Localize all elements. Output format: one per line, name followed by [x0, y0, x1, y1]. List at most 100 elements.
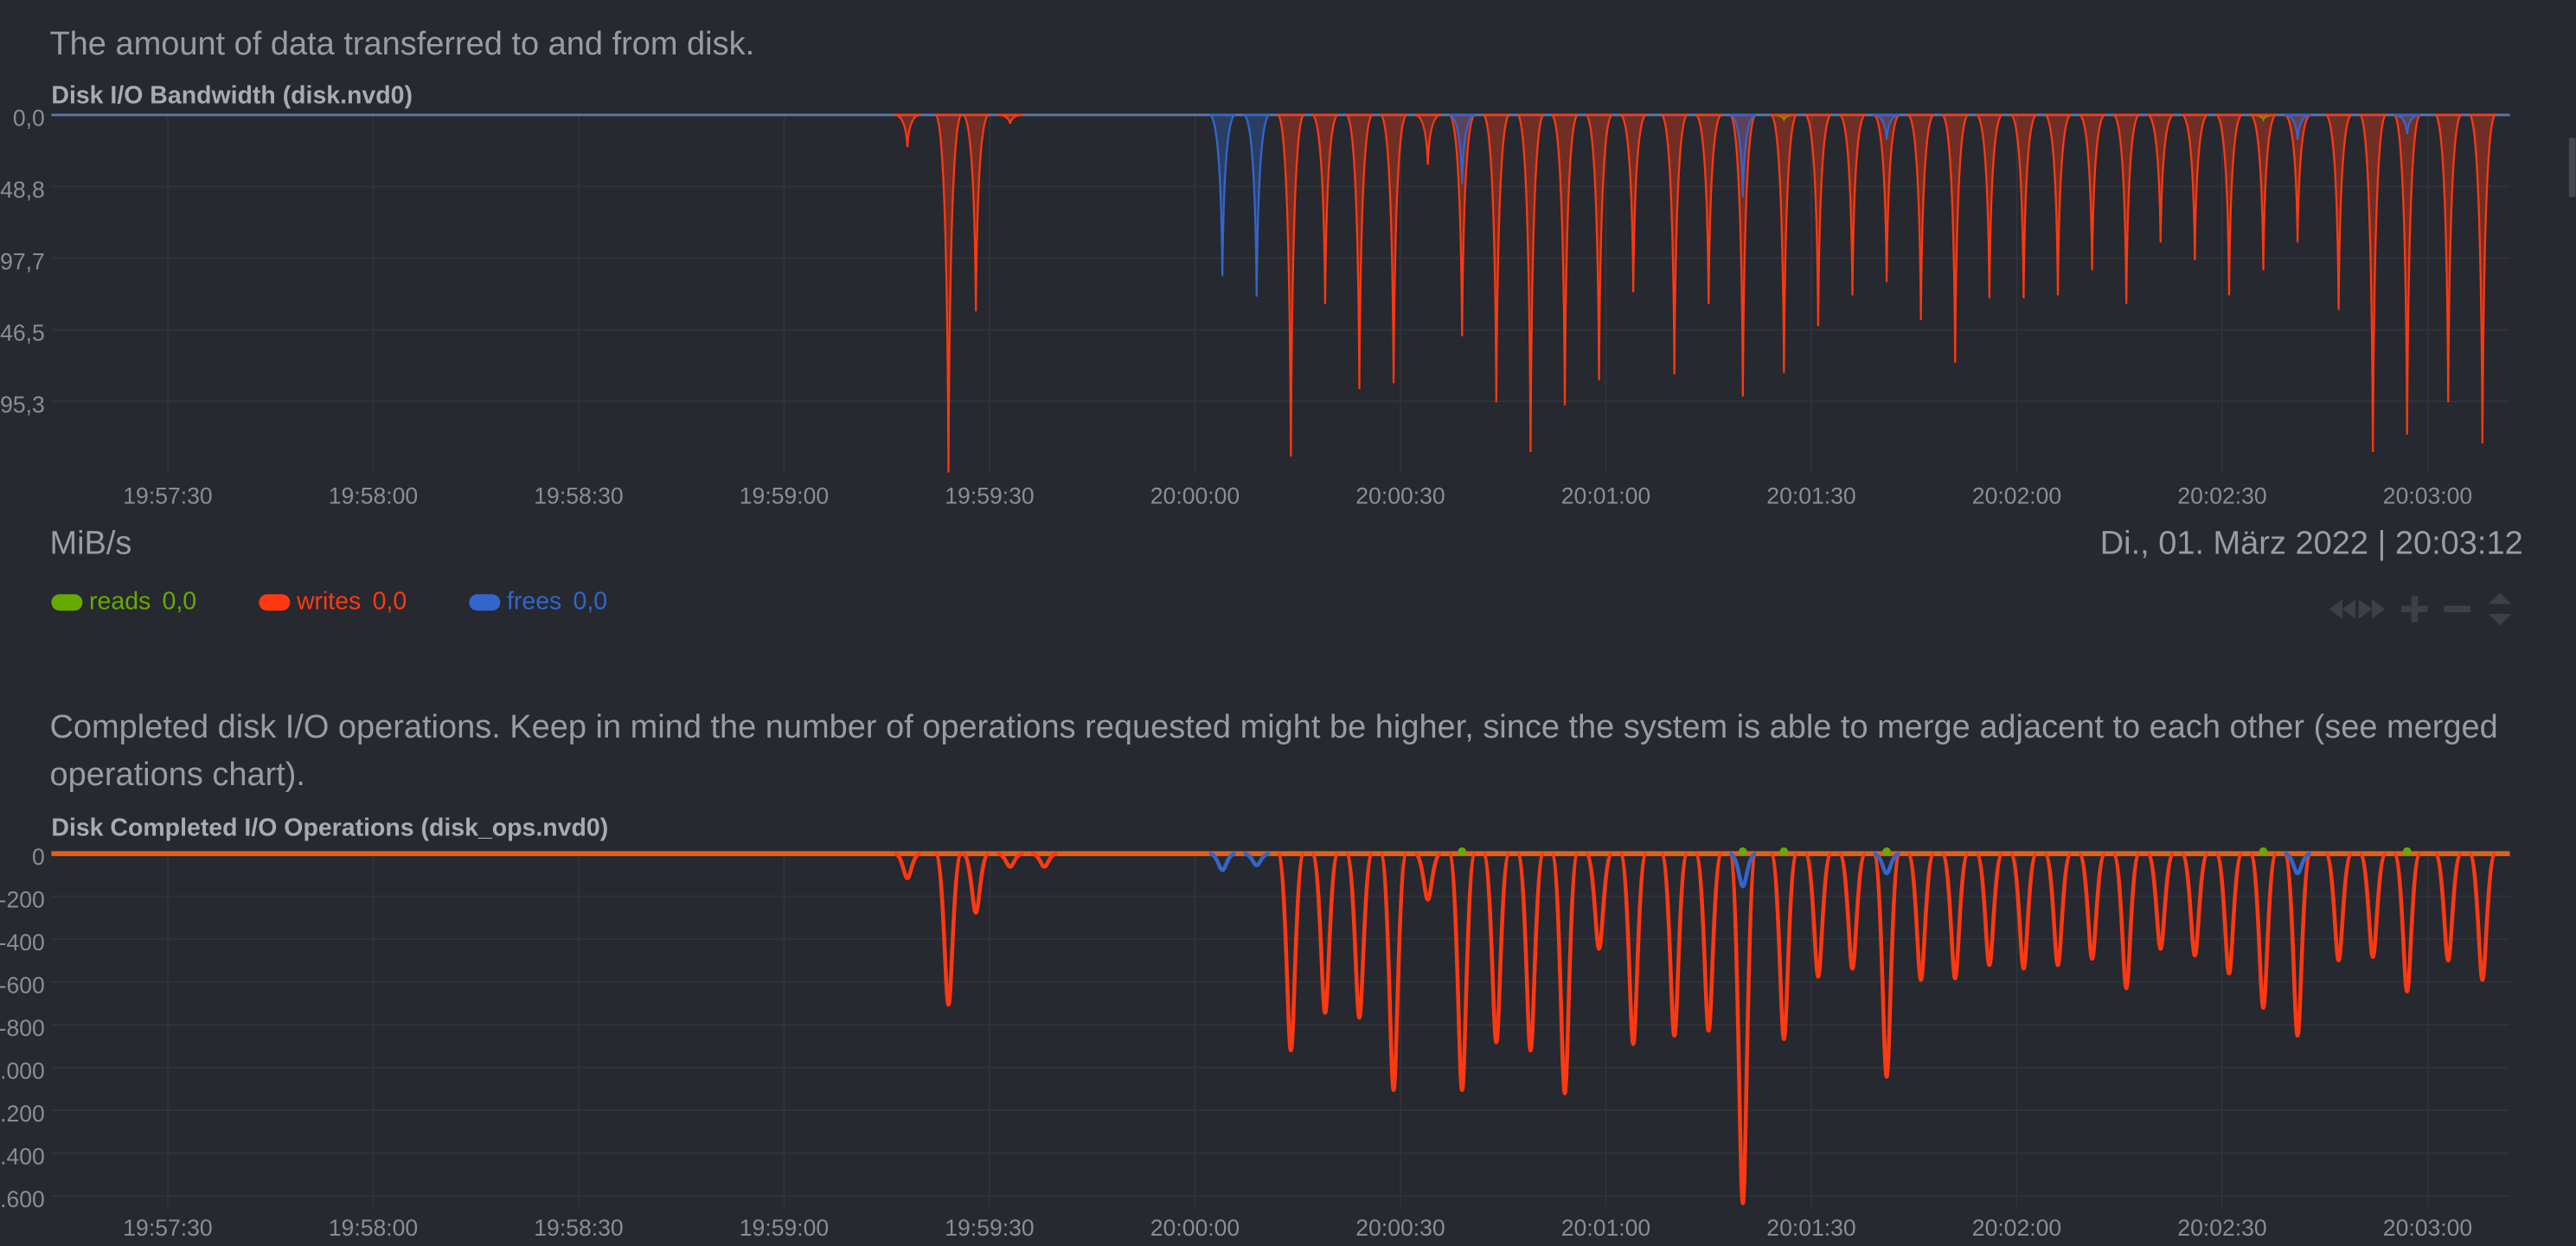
nav-back[interactable] — [2329, 598, 2342, 619]
line-spike — [2432, 851, 2464, 962]
line-spike — [1837, 851, 1868, 971]
y-tick-label: -1.000 — [0, 1058, 45, 1083]
line-point — [1458, 847, 1466, 856]
area-spike — [2215, 113, 2243, 296]
x-tick-label: 19:59:30 — [945, 1215, 1034, 1241]
area-spike — [1873, 113, 1900, 140]
line-spike — [1693, 851, 1724, 1033]
area-spike — [2181, 113, 2208, 260]
area-spike — [1873, 113, 1900, 283]
y-tick-label: -200 — [0, 886, 45, 912]
nav-back[interactable] — [2342, 598, 2356, 619]
x-tick-label: 20:03:00 — [2383, 1215, 2472, 1241]
area-spike — [2324, 113, 2353, 310]
line-spike — [1618, 851, 1649, 1046]
line-spike — [2111, 851, 2142, 991]
area-spike — [1448, 113, 1476, 336]
y-tick-label: -195,3 — [0, 392, 45, 418]
x-tick-label: 19:59:00 — [740, 1215, 829, 1241]
line-spike — [1549, 851, 1580, 1096]
legend-value: 0,0 — [373, 587, 407, 615]
line-spike — [2392, 851, 2423, 994]
area-spike — [1311, 113, 1339, 304]
y-tick-label: 0,0 — [13, 105, 45, 131]
area-spike — [1804, 113, 1832, 327]
legend-label: reads — [89, 587, 151, 615]
legend-label: frees — [507, 587, 561, 615]
chart-units: MiB/s — [49, 525, 131, 561]
area-spike — [894, 113, 921, 148]
area-spike — [1729, 113, 1757, 197]
line-spike — [2008, 851, 2039, 971]
y-tick-label: -146,5 — [0, 320, 45, 346]
line-spike — [1727, 851, 1759, 1205]
x-tick-label: 20:01:00 — [1561, 1215, 1650, 1241]
y-tick-label: -800 — [0, 1015, 45, 1041]
area-spike — [1345, 113, 1374, 389]
x-tick-label: 19:59:00 — [740, 482, 829, 508]
y-tick-label: -1.400 — [0, 1143, 45, 1169]
legend-swatch — [469, 594, 501, 611]
chart-description: operations chart). — [49, 757, 304, 793]
x-tick-label: 20:02:00 — [1972, 482, 2061, 508]
line-spike — [1344, 851, 1375, 1020]
area-spike — [934, 113, 963, 473]
area-spike — [1243, 113, 1271, 297]
area-spike — [1941, 113, 1970, 363]
area-spike — [1414, 113, 1442, 165]
area-spike — [1380, 113, 1407, 384]
line-spike — [2077, 851, 2108, 961]
x-tick-label: 20:00:30 — [1355, 1215, 1445, 1241]
area-spike — [2249, 113, 2278, 271]
area-spike — [1660, 113, 1688, 375]
legend-label: writes — [296, 587, 361, 615]
area-spike — [2112, 113, 2140, 304]
area-spike — [962, 113, 990, 312]
area-spike — [1585, 113, 1613, 380]
line-spike — [2323, 851, 2355, 962]
x-tick-label: 19:57:30 — [123, 1215, 212, 1241]
x-tick-label: 20:01:00 — [1561, 482, 1650, 508]
y-tick-label: -600 — [0, 972, 45, 998]
line-spike — [2248, 851, 2278, 1010]
area-spike — [1729, 113, 1757, 397]
zoom-out[interactable] — [2444, 605, 2470, 613]
chart-date: Di., 01. März 2022 | 20:03:12 — [2100, 525, 2523, 561]
x-tick-label: 20:02:00 — [1972, 1215, 2061, 1241]
x-tick-label: 20:01:30 — [1766, 1215, 1855, 1241]
line-point — [1882, 847, 1891, 856]
line-spike — [1939, 851, 1970, 981]
x-tick-label: 19:59:30 — [945, 482, 1034, 508]
area-spike — [1976, 113, 2003, 298]
line-spike — [1803, 851, 1834, 979]
line-point — [1779, 847, 1789, 856]
line-spike — [1378, 851, 1409, 1092]
resize[interactable] — [2488, 614, 2512, 626]
area-spike — [2284, 113, 2311, 140]
line-point — [1739, 847, 1747, 856]
y-tick-label: -48,8 — [0, 176, 45, 202]
y-tick-label: -97,7 — [0, 248, 45, 274]
line-point — [2259, 847, 2268, 856]
line-spike — [1310, 851, 1341, 1015]
zoom-in[interactable] — [2411, 596, 2419, 623]
resize[interactable] — [2488, 592, 2512, 604]
area-spike — [1483, 113, 1510, 403]
line-spike — [1659, 851, 1690, 1038]
chart-description: The amount of data transferred to and fr… — [49, 26, 754, 62]
x-tick-label: 19:57:30 — [123, 482, 212, 508]
x-tick-label: 19:58:00 — [329, 482, 418, 508]
area-spike — [996, 113, 1023, 125]
area-spike — [2434, 113, 2463, 403]
area-spike — [1695, 113, 1722, 304]
line-spike — [1275, 851, 1306, 1053]
area-spike — [1208, 113, 1236, 277]
line-spike — [1871, 851, 1902, 1079]
nav-forward[interactable] — [2358, 598, 2373, 619]
line-spike — [1243, 851, 1271, 867]
nav-forward[interactable] — [2372, 598, 2386, 619]
area-spike — [1770, 113, 1798, 374]
chart-nav-buttons[interactable] — [2329, 592, 2512, 626]
line-spike — [2145, 851, 2176, 951]
